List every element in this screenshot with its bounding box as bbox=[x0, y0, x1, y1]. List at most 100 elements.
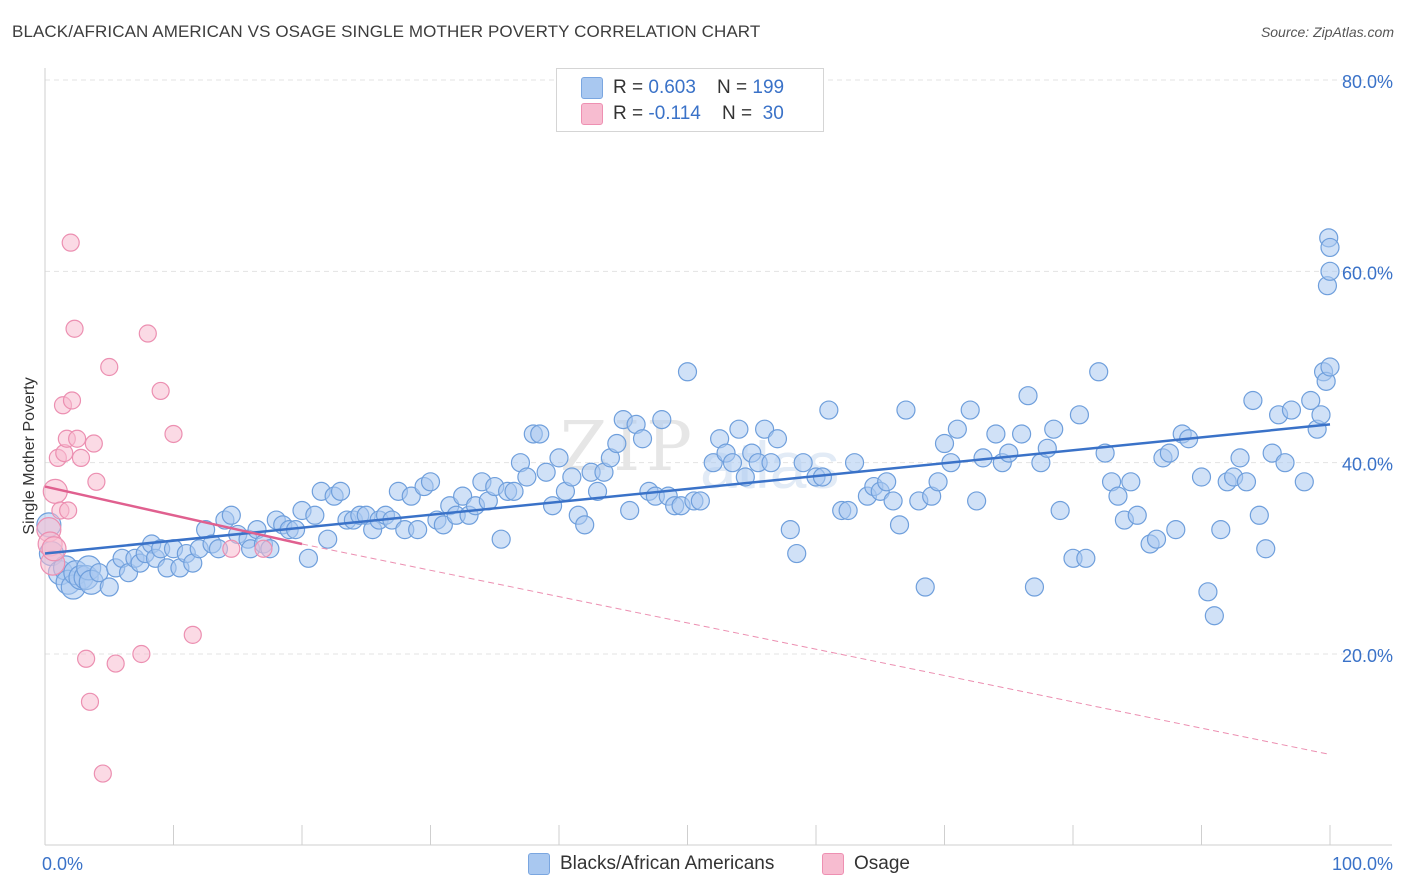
data-point-blue bbox=[877, 472, 897, 492]
data-point-blue bbox=[1191, 467, 1212, 487]
data-point-pink bbox=[100, 357, 119, 377]
data-point-blue bbox=[915, 577, 935, 597]
data-point-pink bbox=[59, 501, 78, 520]
series-pink-points bbox=[36, 233, 273, 783]
data-point-blue bbox=[1301, 390, 1321, 411]
data-point-blue bbox=[1236, 472, 1257, 492]
data-point-blue bbox=[1311, 405, 1331, 425]
legend-r-label: R = bbox=[613, 77, 649, 98]
data-point-pink bbox=[80, 692, 100, 711]
data-point-pink bbox=[65, 319, 84, 338]
data-point-blue bbox=[889, 515, 910, 535]
y-axis-title: Single Mother Poverty bbox=[21, 377, 38, 534]
data-point-blue bbox=[298, 548, 319, 568]
data-point-pink bbox=[106, 654, 125, 673]
data-point-blue bbox=[504, 481, 524, 501]
bottom-legend-label-blue: Blacks/African Americans bbox=[560, 853, 775, 874]
data-point-blue bbox=[1198, 582, 1218, 602]
data-point-blue bbox=[1262, 443, 1282, 463]
data-point-blue bbox=[999, 443, 1019, 463]
data-point-pink bbox=[93, 764, 112, 783]
data-point-blue bbox=[491, 529, 511, 549]
data-point-blue bbox=[844, 453, 865, 473]
data-point-blue bbox=[986, 424, 1006, 444]
y-tick-label: 20.0% bbox=[1342, 646, 1393, 666]
trend-line-pink-extended bbox=[301, 543, 1331, 755]
data-point-blue bbox=[1320, 357, 1340, 377]
data-point-pink bbox=[222, 539, 241, 558]
data-point-blue bbox=[1243, 390, 1263, 411]
legend-r-value: -0.114 bbox=[648, 103, 701, 124]
data-point-blue bbox=[703, 453, 723, 473]
data-point-blue bbox=[761, 453, 781, 473]
data-point-pink bbox=[87, 472, 106, 491]
data-point-pink bbox=[71, 448, 91, 467]
data-point-blue bbox=[305, 505, 325, 525]
data-point-blue bbox=[690, 491, 710, 511]
data-point-blue bbox=[1256, 539, 1276, 559]
data-point-blue bbox=[575, 515, 595, 535]
data-point-blue bbox=[607, 433, 627, 454]
data-point-pink bbox=[183, 625, 202, 644]
bottom-legend-label-pink: Osage bbox=[854, 853, 910, 874]
data-point-blue bbox=[896, 400, 916, 420]
data-point-blue bbox=[677, 362, 698, 382]
data-point-pink bbox=[132, 644, 151, 664]
y-tick-label: 60.0% bbox=[1342, 263, 1393, 283]
legend-swatch-blue bbox=[581, 77, 603, 99]
data-point-blue bbox=[1320, 261, 1340, 281]
legend-r-label: R = bbox=[613, 103, 649, 124]
data-point-blue bbox=[1204, 606, 1224, 626]
data-point-blue bbox=[652, 410, 672, 430]
data-point-blue bbox=[330, 481, 351, 501]
data-point-blue bbox=[1108, 486, 1128, 506]
data-point-blue bbox=[1076, 548, 1096, 568]
data-point-blue bbox=[947, 419, 967, 439]
data-point-blue bbox=[408, 520, 428, 540]
data-point-blue bbox=[542, 496, 563, 516]
chart-title: BLACK/AFRICAN AMERICAN VS OSAGE SINGLE M… bbox=[12, 22, 761, 41]
data-point-blue bbox=[1320, 237, 1340, 258]
data-point-pink bbox=[61, 233, 80, 252]
data-point-blue bbox=[1211, 520, 1231, 540]
data-point-blue bbox=[536, 462, 556, 482]
data-point-blue bbox=[767, 429, 788, 449]
data-point-blue bbox=[928, 472, 948, 492]
legend-n-value: 199 bbox=[752, 77, 785, 98]
data-point-blue bbox=[754, 419, 775, 439]
data-point-blue bbox=[1230, 448, 1250, 468]
y-tick-label: 40.0% bbox=[1342, 455, 1393, 475]
x-tick-label: 100.0% bbox=[1332, 854, 1393, 874]
grid-lines bbox=[45, 79, 1392, 655]
data-point-blue bbox=[819, 400, 839, 420]
data-point-blue bbox=[1127, 505, 1147, 525]
data-point-blue bbox=[420, 472, 441, 492]
bottom-legend-swatch-pink bbox=[822, 853, 844, 875]
data-point-blue bbox=[1121, 472, 1141, 492]
data-point-blue bbox=[1159, 443, 1179, 463]
y-tick-label: 80.0% bbox=[1342, 72, 1393, 92]
data-point-blue bbox=[1249, 505, 1269, 525]
data-point-blue bbox=[530, 424, 550, 444]
data-point-blue bbox=[517, 467, 537, 487]
data-point-pink bbox=[62, 391, 82, 410]
data-point-blue bbox=[967, 491, 987, 511]
data-point-pink bbox=[68, 429, 87, 448]
data-point-blue bbox=[1275, 453, 1295, 473]
bottom-legend-swatch-blue bbox=[528, 853, 550, 875]
data-point-blue bbox=[401, 486, 421, 506]
legend-n-label: N = bbox=[721, 103, 758, 124]
data-point-blue bbox=[1024, 577, 1045, 597]
data-point-blue bbox=[562, 467, 582, 487]
data-point-blue bbox=[433, 515, 453, 535]
data-point-blue bbox=[960, 400, 980, 420]
data-point-blue bbox=[318, 529, 338, 549]
data-point-pink bbox=[77, 649, 96, 668]
data-point-blue bbox=[722, 453, 743, 473]
data-point-blue bbox=[1089, 362, 1109, 382]
data-point-blue bbox=[883, 491, 903, 511]
trend-line-pink bbox=[44, 485, 303, 546]
data-point-blue bbox=[453, 486, 473, 506]
data-point-blue bbox=[99, 577, 119, 597]
